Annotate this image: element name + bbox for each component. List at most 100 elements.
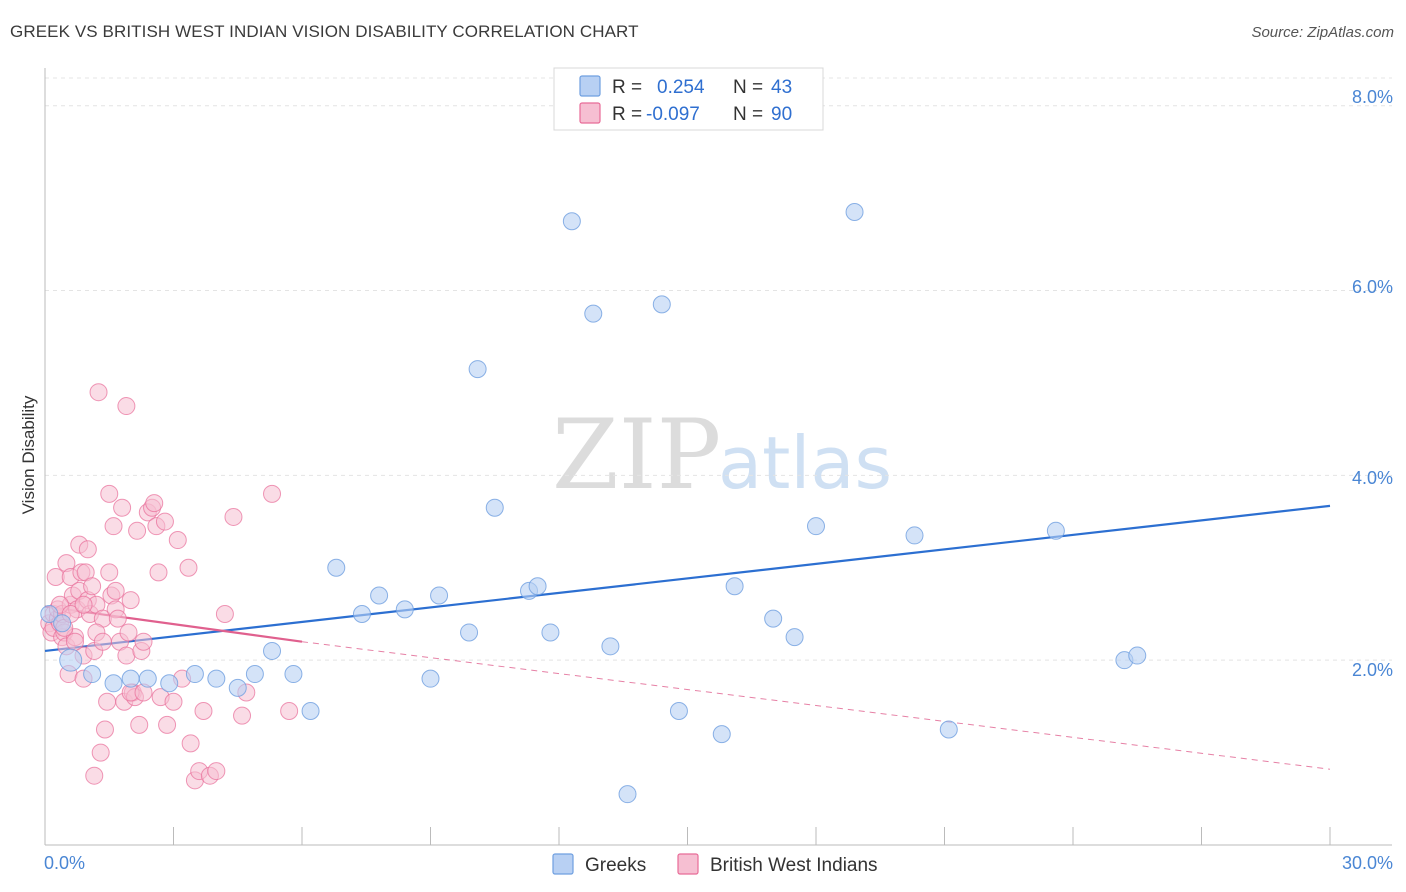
bwi-point <box>155 512 174 531</box>
greeks-point <box>228 678 247 697</box>
legend-r-value-greeks: 0.254 <box>657 77 705 98</box>
greeks-point <box>138 669 157 688</box>
greeks-point <box>468 360 487 379</box>
y-tick-label-4: 4.0% <box>1352 468 1393 488</box>
greeks-point <box>284 665 303 684</box>
bwi-point <box>181 734 200 753</box>
source-label: Source: ZipAtlas.com <box>1251 24 1394 41</box>
greeks-point <box>395 600 414 619</box>
bwi-point <box>100 563 119 582</box>
x-tick-label-min: 0.0% <box>44 853 85 873</box>
bwi-point <box>134 632 153 651</box>
bwi-point <box>106 581 125 600</box>
greeks-point <box>1128 646 1147 665</box>
bwi-point <box>113 498 132 517</box>
gridlines <box>45 77 1392 661</box>
greeks-point <box>53 614 72 633</box>
greeks-point <box>669 702 688 721</box>
greeks-point <box>562 212 581 231</box>
bwi-point <box>207 762 226 781</box>
bwi-point <box>83 577 102 596</box>
greeks-point <box>104 674 123 693</box>
greeks-point <box>121 669 140 688</box>
bwi-point <box>117 646 136 665</box>
greeks-point <box>370 586 389 605</box>
greeks-trend-line <box>44 504 1331 653</box>
greeks-point <box>40 604 59 623</box>
bwi-point <box>65 632 84 651</box>
greeks-point <box>245 665 264 684</box>
bwi-point <box>158 715 177 734</box>
greeks-point <box>1046 521 1065 540</box>
bwi-point <box>233 706 252 725</box>
greeks-point <box>352 604 371 623</box>
bottom-legend-swatch-bwi <box>677 853 699 875</box>
bwi-point <box>85 766 104 785</box>
bwi-point <box>145 494 164 513</box>
greeks-point <box>905 526 924 545</box>
legend-n-value-greeks: 43 <box>771 77 792 98</box>
x-tick-label-max: 30.0% <box>1342 853 1393 873</box>
bwi-point <box>224 507 243 526</box>
greeks-point <box>59 648 83 672</box>
bwi-point <box>91 743 110 762</box>
greeks-point <box>939 720 958 739</box>
axes <box>44 68 1392 846</box>
chart-title: GREEK VS BRITISH WEST INDIAN VISION DISA… <box>10 22 639 41</box>
series-legend: Greeks British West Indians <box>552 853 878 876</box>
bwi-point <box>93 632 112 651</box>
bottom-legend-swatch-greeks <box>552 853 574 875</box>
legend-r-label-greeks: R = <box>612 77 642 98</box>
watermark-zip: ZIP <box>552 399 721 511</box>
greeks-point <box>83 665 102 684</box>
legend-n-label-bwi: N = <box>733 104 763 125</box>
correlation-legend: R = 0.254 N = 43 R = -0.097 N = 90 <box>553 67 824 131</box>
bwi-point <box>89 383 108 402</box>
bwi-point <box>100 484 119 503</box>
bwi-point <box>95 720 114 739</box>
legend-n-label-greeks: N = <box>733 77 763 98</box>
bwi-point <box>46 568 65 587</box>
greeks-point <box>845 202 864 221</box>
bottom-legend-label-greeks: Greeks <box>585 855 646 876</box>
greeks-point <box>785 628 804 647</box>
bwi-point <box>98 692 117 711</box>
bwi-point <box>164 692 183 711</box>
y-tick-label-8: 8.0% <box>1352 87 1393 107</box>
y-axis-label: Vision Disability <box>19 395 38 514</box>
bwi-point <box>108 609 127 628</box>
bottom-legend-label-bwi: British West Indians <box>710 855 878 876</box>
greeks-point <box>652 295 671 314</box>
legend-swatch-greeks <box>579 75 601 97</box>
bwi-point <box>263 484 282 503</box>
greeks-point <box>327 558 346 577</box>
bwi-point <box>194 702 213 721</box>
greeks-point <box>601 637 620 656</box>
greeks-point <box>712 725 731 744</box>
legend-n-value-bwi: 90 <box>771 104 792 125</box>
greeks-point <box>725 577 744 596</box>
bwi-point <box>130 715 149 734</box>
greeks-point <box>160 674 179 693</box>
bwi-point <box>168 531 187 550</box>
bwi-point <box>280 702 299 721</box>
bwi-trend-extension <box>301 641 1331 770</box>
greeks-point <box>807 517 825 536</box>
greeks-point <box>185 665 204 684</box>
bwi-point <box>74 595 93 614</box>
watermark-atlas: atlas <box>718 421 892 505</box>
legend-r-label-bwi: R = <box>612 104 642 125</box>
legend-r-value-bwi: -0.097 <box>646 104 700 125</box>
bwi-point <box>149 563 168 582</box>
greeks-point <box>618 785 637 804</box>
y-tick-label-2: 2.0% <box>1352 660 1393 680</box>
greeks-point <box>764 609 783 628</box>
greeks-point <box>421 669 440 688</box>
greeks-point <box>584 304 603 323</box>
greeks-point <box>460 623 479 642</box>
greeks-point <box>485 498 504 517</box>
bwi-point <box>117 397 136 416</box>
greeks-point <box>430 586 449 605</box>
bwi-point <box>179 558 198 577</box>
